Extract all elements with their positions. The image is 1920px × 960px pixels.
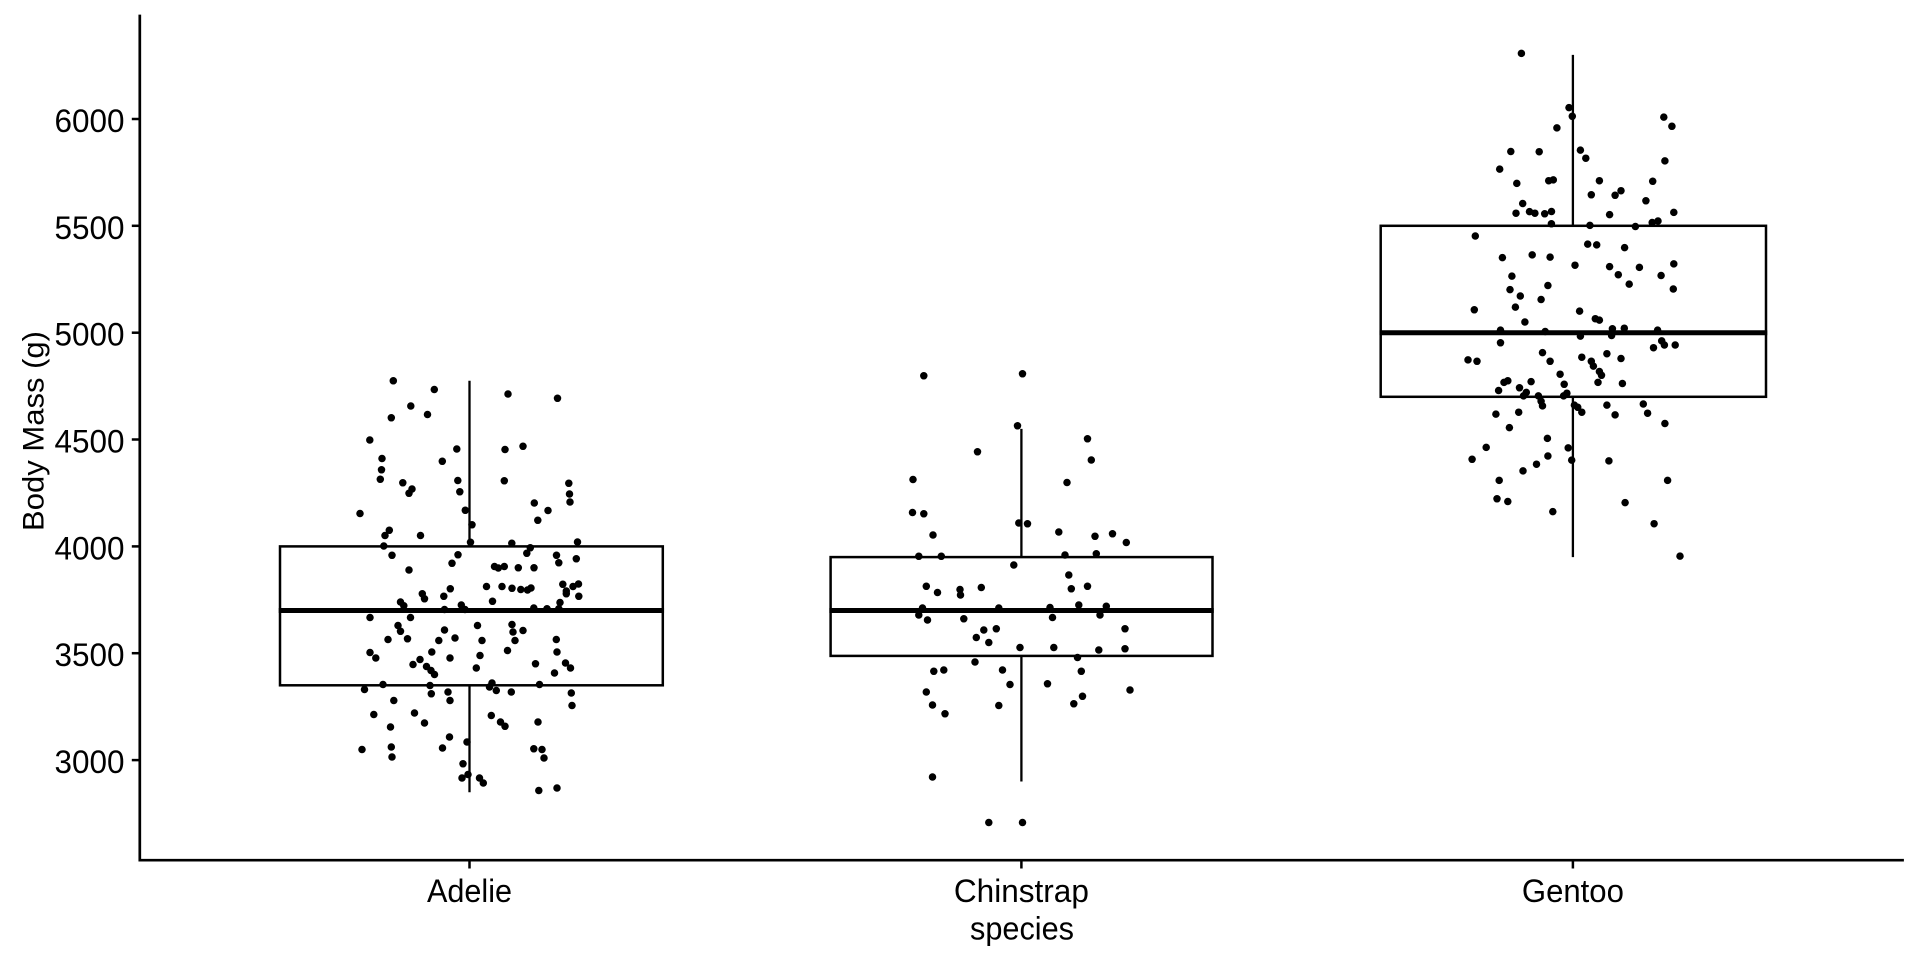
svg-text:Gentoo: Gentoo [1522,873,1624,909]
svg-text:4000: 4000 [55,530,125,566]
svg-text:3000: 3000 [55,744,125,780]
svg-text:3500: 3500 [55,637,125,673]
svg-text:5000: 5000 [55,317,125,353]
svg-text:Adelie: Adelie [427,873,512,909]
svg-text:4500: 4500 [55,424,125,460]
svg-text:Body Mass (g): Body Mass (g) [17,331,50,531]
svg-text:species: species [970,911,1074,947]
svg-text:5500: 5500 [55,210,125,246]
svg-text:Chinstrap: Chinstrap [954,873,1089,909]
svg-text:6000: 6000 [55,103,125,139]
